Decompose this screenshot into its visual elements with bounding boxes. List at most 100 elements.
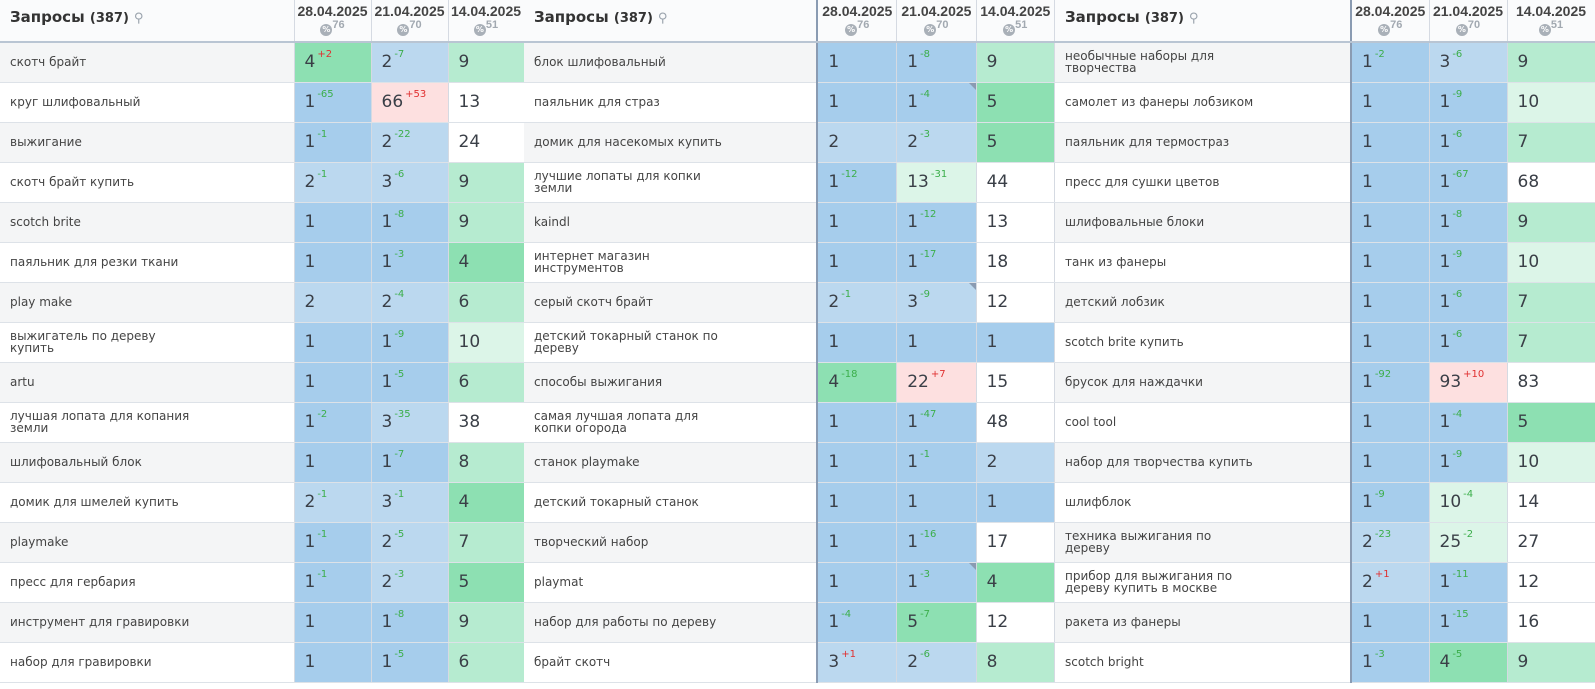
- query-cell[interactable]: паяльник для термостраз: [1055, 122, 1352, 163]
- position-cell[interactable]: 1: [1350, 602, 1430, 643]
- position-cell[interactable]: 1 -9: [1429, 242, 1508, 283]
- position-cell[interactable]: 9: [448, 602, 525, 643]
- position-cell[interactable]: 68: [1507, 162, 1595, 203]
- position-cell[interactable]: 16: [1507, 602, 1595, 643]
- query-cell[interactable]: scotch brite купить: [1055, 322, 1352, 363]
- position-cell[interactable]: 1: [816, 202, 898, 243]
- date-column-header[interactable]: 14.04.2025% 51: [1507, 0, 1595, 43]
- date-column-header[interactable]: 21.04.2025% 70: [896, 0, 977, 43]
- position-cell[interactable]: 1: [816, 242, 898, 283]
- position-cell[interactable]: 4 -5: [1429, 642, 1508, 683]
- position-cell[interactable]: 1 -1: [896, 442, 977, 483]
- position-cell[interactable]: 1 -3: [371, 242, 449, 283]
- position-cell[interactable]: 14: [1507, 482, 1595, 523]
- position-cell[interactable]: 1: [976, 482, 1056, 523]
- query-cell[interactable]: набор для творчества купить: [1055, 442, 1352, 483]
- position-cell[interactable]: 9: [448, 42, 525, 83]
- position-cell[interactable]: 1 -15: [1429, 602, 1508, 643]
- position-cell[interactable]: 1: [294, 642, 372, 683]
- position-cell[interactable]: 1 -8: [896, 42, 977, 83]
- query-cell[interactable]: брайт скотч: [524, 642, 818, 683]
- position-cell[interactable]: 2 -23: [1350, 522, 1430, 563]
- position-cell[interactable]: 2: [976, 442, 1056, 483]
- query-cell[interactable]: скотч брайт купить: [0, 162, 295, 203]
- query-cell[interactable]: выжигатель по дереву купить: [0, 322, 295, 363]
- position-cell[interactable]: 3 -6: [1429, 42, 1508, 83]
- position-cell[interactable]: 1 -65: [294, 82, 372, 123]
- position-cell[interactable]: 9: [1507, 642, 1595, 683]
- query-cell[interactable]: инструмент для гравировки: [0, 602, 295, 643]
- position-cell[interactable]: 9: [976, 42, 1056, 83]
- position-cell[interactable]: 2 -3: [371, 562, 449, 603]
- position-cell[interactable]: 2 -1: [294, 162, 372, 203]
- position-cell[interactable]: 38: [448, 402, 525, 443]
- position-cell[interactable]: 1: [1350, 122, 1430, 163]
- position-cell[interactable]: 1 -9: [1429, 82, 1508, 123]
- query-cell[interactable]: play make: [0, 282, 295, 323]
- query-cell[interactable]: творческий набор: [524, 522, 818, 563]
- position-cell[interactable]: 15: [976, 362, 1056, 403]
- position-cell[interactable]: 1 -17: [896, 242, 977, 283]
- query-cell[interactable]: ракета из фанеры: [1055, 602, 1352, 643]
- position-cell[interactable]: 6: [448, 642, 525, 683]
- position-cell[interactable]: 13 -31: [896, 162, 977, 203]
- date-column-header[interactable]: 28.04.2025% 76: [294, 0, 372, 43]
- query-cell[interactable]: серый скотч брайт: [524, 282, 818, 323]
- position-cell[interactable]: 83: [1507, 362, 1595, 403]
- position-cell[interactable]: 1: [816, 442, 898, 483]
- position-cell[interactable]: 12: [1507, 562, 1595, 603]
- query-cell[interactable]: паяльник для резки ткани: [0, 242, 295, 283]
- position-cell[interactable]: 1: [816, 522, 898, 563]
- position-cell[interactable]: 6: [448, 282, 525, 323]
- position-cell[interactable]: 1 -1: [294, 122, 372, 163]
- position-cell[interactable]: 2: [816, 122, 898, 163]
- query-cell[interactable]: самолет из фанеры лобзиком: [1055, 82, 1352, 123]
- position-cell[interactable]: 1 -6: [1429, 282, 1508, 323]
- position-cell[interactable]: 10: [448, 322, 525, 363]
- magnifier-icon[interactable]: ⚲: [1188, 11, 1199, 26]
- position-cell[interactable]: 10: [1507, 242, 1595, 283]
- magnifier-icon[interactable]: ⚲: [133, 11, 144, 26]
- position-cell[interactable]: 48: [976, 402, 1056, 443]
- position-cell[interactable]: 9: [1507, 202, 1595, 243]
- query-cell[interactable]: интернет магазин инструментов: [524, 242, 818, 283]
- query-cell[interactable]: паяльник для страз: [524, 82, 818, 123]
- position-cell[interactable]: 1 -1: [294, 522, 372, 563]
- queries-column-header[interactable]: Запросы (387) ⚲: [524, 0, 818, 43]
- position-cell[interactable]: 1 -16: [896, 522, 977, 563]
- position-cell[interactable]: 1: [896, 322, 977, 363]
- query-cell[interactable]: домик для шмелей купить: [0, 482, 295, 523]
- position-cell[interactable]: 1: [1350, 402, 1430, 443]
- position-cell[interactable]: 1 -6: [1429, 122, 1508, 163]
- position-cell[interactable]: 1: [1350, 82, 1430, 123]
- position-cell[interactable]: 2 -1: [294, 482, 372, 523]
- position-cell[interactable]: 12: [976, 602, 1056, 643]
- position-cell[interactable]: 5: [976, 82, 1056, 123]
- query-cell[interactable]: самая лучшая лопата для копки огорода: [524, 402, 818, 443]
- position-cell[interactable]: 1 -8: [371, 602, 449, 643]
- position-cell[interactable]: 1 -5: [371, 362, 449, 403]
- position-cell[interactable]: 1: [1350, 202, 1430, 243]
- query-cell[interactable]: танк из фанеры: [1055, 242, 1352, 283]
- position-cell[interactable]: 1 -9: [1350, 482, 1430, 523]
- position-cell[interactable]: 7: [448, 522, 525, 563]
- position-cell[interactable]: 13: [976, 202, 1056, 243]
- position-cell[interactable]: 1: [896, 482, 977, 523]
- position-cell[interactable]: 1: [294, 322, 372, 363]
- position-cell[interactable]: 8: [976, 642, 1056, 683]
- query-cell[interactable]: kaindl: [524, 202, 818, 243]
- position-cell[interactable]: 5 -7: [896, 602, 977, 643]
- position-cell[interactable]: 1: [816, 42, 898, 83]
- position-cell[interactable]: 1: [816, 322, 898, 363]
- position-cell[interactable]: 1: [816, 82, 898, 123]
- position-cell[interactable]: 1 -4: [896, 82, 977, 123]
- position-cell[interactable]: 1: [816, 562, 898, 603]
- query-cell[interactable]: станок playmake: [524, 442, 818, 483]
- position-cell[interactable]: 1 -2: [294, 402, 372, 443]
- position-cell[interactable]: 10: [1507, 442, 1595, 483]
- query-cell[interactable]: детский токарный станок по дереву: [524, 322, 818, 363]
- position-cell[interactable]: 1 -67: [1429, 162, 1508, 203]
- position-cell[interactable]: 1 -9: [1429, 442, 1508, 483]
- position-cell[interactable]: 18: [976, 242, 1056, 283]
- query-cell[interactable]: лучшая лопата для копания земли: [0, 402, 295, 443]
